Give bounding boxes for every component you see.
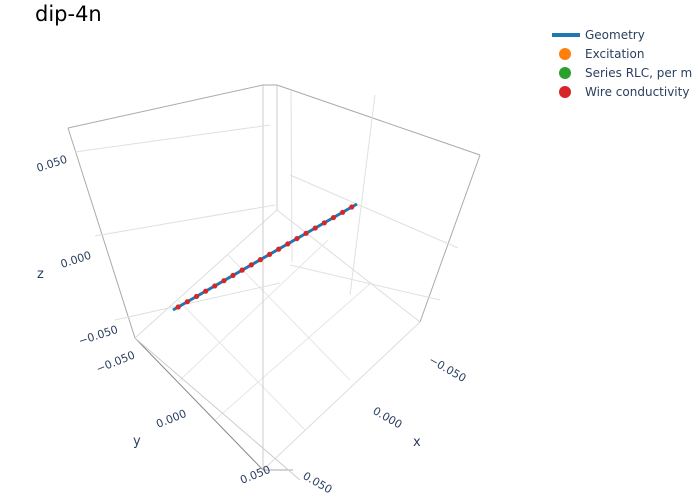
wire-conductivity-point — [184, 299, 190, 305]
legend-item-series-rlc[interactable]: Series RLC, per m — [552, 63, 692, 82]
wire-conductivity-markers — [175, 204, 355, 310]
y-tick-label: −0.050 — [94, 348, 137, 375]
wire-conductivity-point — [285, 241, 291, 247]
legend-item-geometry[interactable]: Geometry — [552, 25, 692, 44]
wire-conductivity-point — [303, 230, 309, 236]
wire-conductivity-point — [221, 278, 227, 284]
geometry-trace — [172, 202, 358, 312]
wire-conductivity-point — [276, 246, 282, 252]
scene-grid — [67, 84, 481, 481]
chart-title: dip-4n — [35, 2, 102, 26]
wire-conductivity-point — [349, 204, 355, 210]
y-tick-label: 0.050 — [238, 463, 272, 487]
x-tick-label: 0.000 — [371, 404, 405, 431]
legend-label: Geometry — [585, 27, 645, 42]
wire-conductivity-point — [257, 257, 264, 263]
legend-label: Excitation — [585, 46, 645, 61]
x-tick-label: −0.050 — [427, 353, 469, 385]
legend-label: Series RLC, per m — [585, 65, 693, 80]
wire-conductivity-point — [248, 262, 254, 268]
legend-item-wire-conductivity[interactable]: Wire conductivity — [552, 82, 692, 101]
wire-conductivity-point — [321, 220, 327, 226]
axis-labels: 0.050 0.000 −0.050 z −0.050 0.000 0.050 … — [35, 153, 468, 497]
wire-conductivity-point — [203, 288, 209, 294]
geometry-line — [172, 202, 358, 312]
wire-conductivity-point — [175, 304, 181, 310]
wire-conductivity-point — [340, 209, 346, 215]
z-axis-title: z — [37, 267, 44, 282]
y-tick-label: 0.000 — [154, 407, 188, 431]
dot-swatch-icon — [552, 47, 578, 61]
y-axis-title: y — [133, 434, 141, 449]
wire-conductivity-point — [266, 251, 273, 257]
z-tick-label: 0.000 — [59, 249, 93, 271]
wire-conductivity-point — [230, 272, 236, 279]
wire-conductivity-point — [330, 214, 337, 221]
legend: Geometry Excitation Series RLC, per m Wi… — [552, 25, 692, 101]
legend-item-excitation[interactable]: Excitation — [552, 44, 692, 63]
legend-label: Wire conductivity — [585, 84, 690, 99]
z-tick-label: 0.050 — [35, 153, 69, 175]
wire-conductivity-point — [312, 225, 318, 231]
dot-swatch-icon — [552, 85, 578, 99]
line-swatch-icon — [552, 28, 580, 42]
wire-conductivity-point — [193, 293, 200, 300]
dot-swatch-icon — [552, 66, 578, 80]
z-tick-label: −0.050 — [77, 323, 120, 348]
wire-conductivity-point — [294, 235, 300, 242]
x-tick-label: 0.050 — [301, 469, 335, 496]
wire-conductivity-point — [239, 267, 245, 273]
wire-conductivity-point — [212, 283, 218, 289]
x-axis-title: x — [413, 435, 421, 450]
